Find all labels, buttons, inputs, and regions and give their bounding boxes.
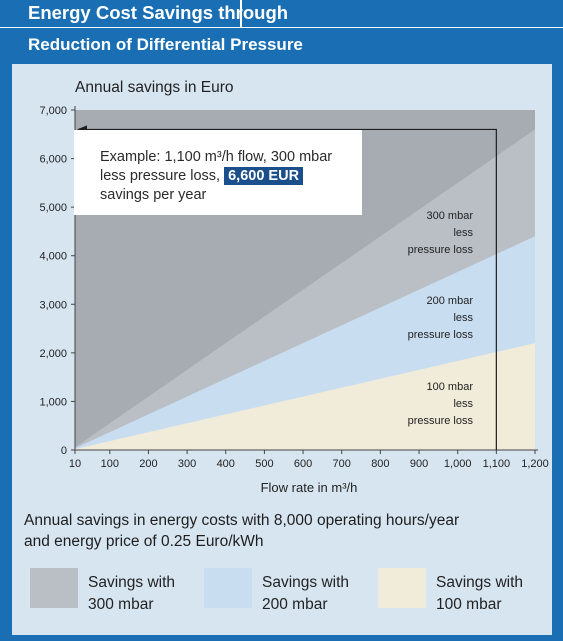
series-label-2: 100 mbar xyxy=(427,381,474,393)
y-tick-label: 2,000 xyxy=(39,348,67,360)
annotation-line2-text: less pressure loss, xyxy=(100,168,225,184)
x-axis-title: Flow rate in m³/h xyxy=(261,480,358,495)
x-tick-label: 100 xyxy=(101,458,119,470)
series-label-0: less xyxy=(453,227,473,239)
y-axis-title: Annual savings in Euro xyxy=(75,79,234,96)
x-tick-label: 1,100 xyxy=(483,458,511,470)
legend-label-300-line2: 300 mbar xyxy=(88,596,154,613)
header-divider xyxy=(0,27,563,28)
x-tick-label: 1,000 xyxy=(444,458,472,470)
legend-label-300-line1: Savings with xyxy=(88,574,176,591)
series-label-2: less xyxy=(453,398,473,410)
legend-swatch-100 xyxy=(378,568,426,608)
annotation-highlight: 6,600 EUR xyxy=(224,167,304,185)
header-title-line2: Reduction of Differential Pressure xyxy=(28,35,303,54)
x-tick-label: 700 xyxy=(333,458,351,470)
legend-label-200-line2: 200 mbar xyxy=(262,596,328,613)
series-label-1: 200 mbar xyxy=(427,295,474,307)
legend-label-200: Savings with 200 mbar xyxy=(262,572,349,616)
header-title-line1: Energy Cost Savings through xyxy=(28,2,289,23)
x-tick-label: 1,200 xyxy=(521,458,549,470)
y-tick-label: 3,000 xyxy=(39,299,67,311)
x-tick-label: 400 xyxy=(217,458,235,470)
x-tick-label: 600 xyxy=(294,458,312,470)
caption-line2: and energy price of 0.25 Euro/kWh xyxy=(24,533,264,550)
legend-label-200-line1: Savings with xyxy=(262,574,350,591)
y-tick-label: 1,000 xyxy=(39,396,67,408)
chart-caption: Annual savings in energy costs with 8,00… xyxy=(24,510,544,552)
legend-label-100-line2: 100 mbar xyxy=(436,596,502,613)
example-annotation: Example: 1,100 m³/h flow, 300 mbar less … xyxy=(100,148,360,205)
series-area-2 xyxy=(75,343,535,450)
y-tick-label: 6,000 xyxy=(39,154,67,166)
series-label-1: pressure loss xyxy=(408,329,474,341)
y-tick-label: 7,000 xyxy=(39,105,67,117)
legend-label-100-line1: Savings with xyxy=(436,574,524,591)
x-tick-label: 200 xyxy=(139,458,157,470)
caption-line1: Annual savings in energy costs with 8,00… xyxy=(24,512,460,529)
x-tick-label: 900 xyxy=(410,458,428,470)
x-tick-label: 300 xyxy=(178,458,196,470)
series-label-2: pressure loss xyxy=(408,415,474,427)
series-label-0: pressure loss xyxy=(408,244,474,256)
legend-swatch-200 xyxy=(204,568,252,608)
series-label-0: 300 mbar xyxy=(427,210,474,222)
annotation-line2: less pressure loss, 6,600 EUR xyxy=(100,167,360,186)
x-tick-label: 800 xyxy=(371,458,389,470)
example-guide-line xyxy=(85,128,497,450)
y-tick-label: 0 xyxy=(61,445,67,457)
annotation-line1: Example: 1,100 m³/h flow, 300 mbar xyxy=(100,149,333,165)
x-tick-label: 10 xyxy=(69,458,81,470)
legend-label-100: Savings with 100 mbar xyxy=(436,572,523,616)
header-separator xyxy=(240,0,242,27)
y-tick-label: 4,000 xyxy=(39,251,67,263)
x-tick-label: 500 xyxy=(255,458,273,470)
legend-label-300: Savings with 300 mbar xyxy=(88,572,175,616)
legend-swatch-300 xyxy=(30,568,78,608)
example-annotation-box xyxy=(74,130,362,215)
y-tick-label: 5,000 xyxy=(39,202,67,214)
annotation-line3: savings per year xyxy=(100,187,207,203)
series-label-1: less xyxy=(453,312,473,324)
